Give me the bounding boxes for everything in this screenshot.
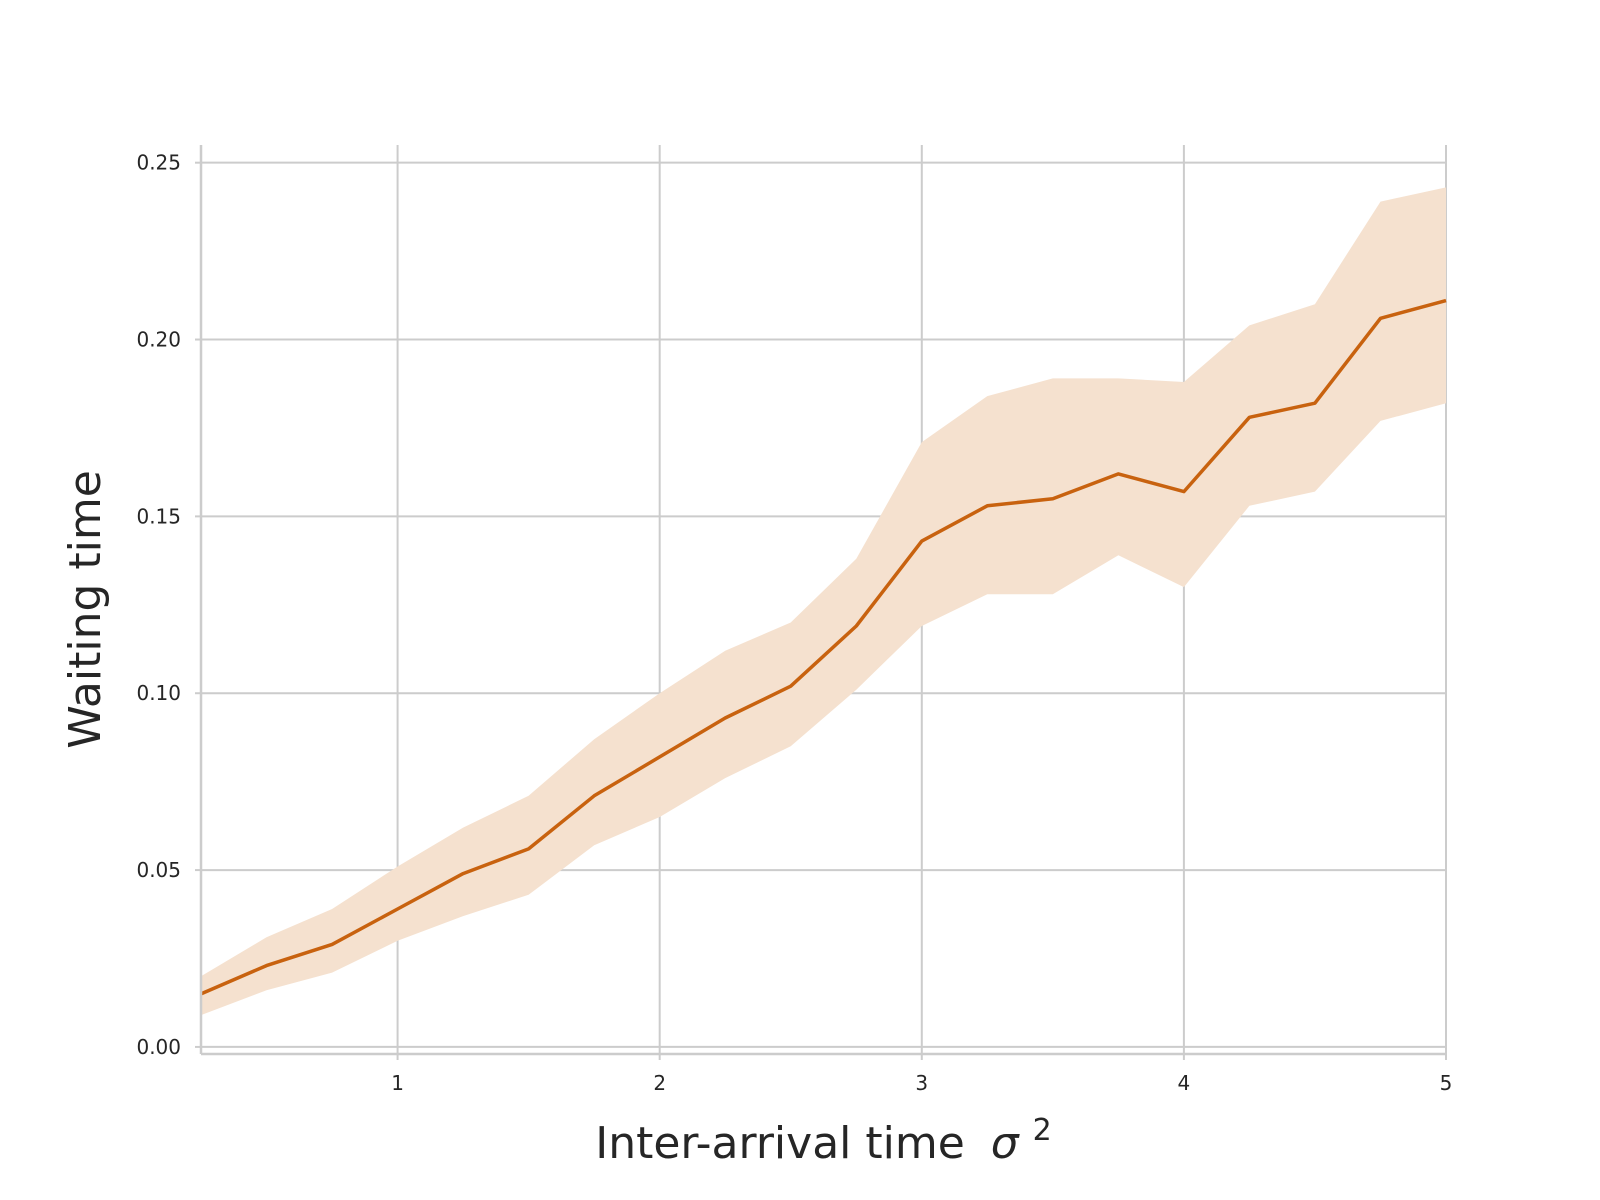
y-tick-label: 0.10	[136, 681, 181, 705]
confidence-band	[201, 187, 1446, 1016]
y-axis-label: Waiting time	[60, 470, 111, 749]
y-axis-ticks: 0.00 0.05 0.10 0.15 0.20 0.25	[136, 151, 201, 1059]
x-axis-label-text: Inter-arrival time	[595, 1118, 965, 1169]
y-tick-label: 0.00	[136, 1035, 181, 1059]
y-tick-label: 0.20	[136, 328, 181, 352]
x-tick-label: 4	[1178, 1071, 1191, 1095]
y-tick-label: 0.05	[136, 858, 181, 882]
x-axis-ticks: 1 2 3 4 5	[391, 1054, 1452, 1095]
series-lines-group	[200, 298, 1447, 996]
x-tick-label: 5	[1440, 1071, 1453, 1095]
x-tick-label: 3	[915, 1071, 928, 1095]
series-line	[200, 298, 1447, 996]
y-tick-label: 0.15	[136, 504, 181, 528]
x-axis-label-superscript: 2	[1033, 1113, 1052, 1148]
confidence-band-group	[201, 187, 1446, 1016]
y-tick-label: 0.25	[136, 151, 181, 175]
x-tick-label: 2	[653, 1071, 666, 1095]
x-axis-label-symbol: σ	[991, 1118, 1020, 1169]
axes-spines	[199, 145, 1446, 1056]
x-tick-label: 1	[391, 1071, 404, 1095]
x-axis-label: Inter-arrival time σ 2	[595, 1113, 1052, 1169]
